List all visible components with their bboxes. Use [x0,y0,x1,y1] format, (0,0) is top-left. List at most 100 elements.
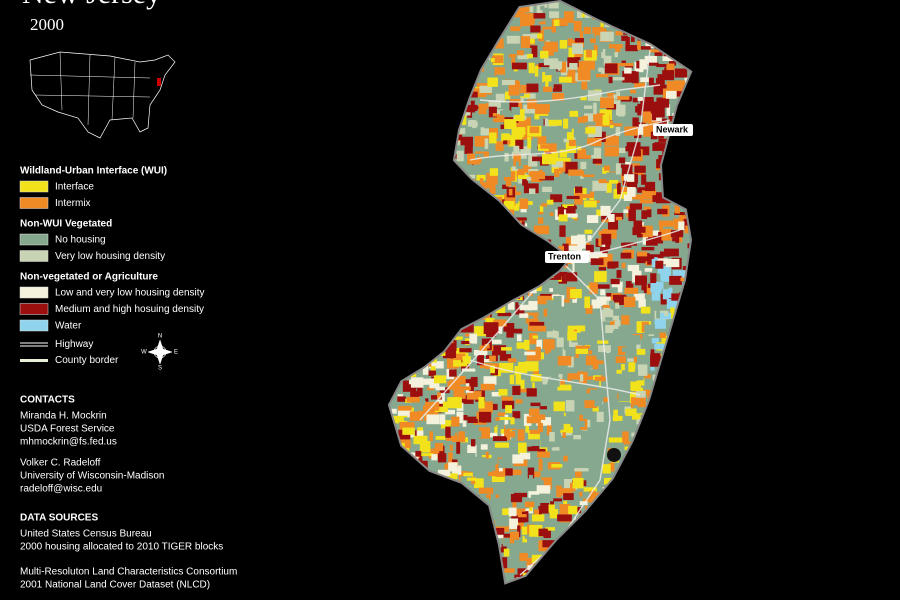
land-patch [435,504,446,510]
land-patch [652,459,657,464]
land-patch [439,498,444,502]
land-patch [650,355,661,367]
land-patch [427,387,435,391]
land-patch [672,237,680,242]
land-patch [422,514,435,520]
land-patch [478,396,485,409]
land-patch [609,419,619,424]
land-patch [596,11,608,19]
land-patch [482,570,489,578]
land-patch [648,49,662,53]
land-patch [589,60,596,71]
land-patch [408,299,416,306]
land-patch [540,502,550,514]
land-patch [438,40,443,46]
land-patch [442,529,457,542]
land-patch [539,175,554,181]
source-line: United States Census Bureau [20,529,152,540]
land-patch [463,583,472,593]
land-patch [659,497,672,508]
land-patch [676,410,690,418]
land-patch [521,526,528,535]
legend-group-title: Non-vegetated or Agriculture [20,272,158,283]
land-patch [544,371,559,381]
land-patch [402,102,409,110]
land-patch [547,15,552,27]
section-title: CONTACTS [20,395,75,406]
land-patch [402,169,416,182]
land-patch [413,524,428,535]
land-patch [635,559,644,564]
land-patch [424,544,431,550]
land-patch [470,308,483,319]
land-patch [558,488,573,496]
land-patch [691,401,701,409]
land-patch [505,431,516,438]
land-patch [553,401,565,412]
land-patch [654,566,664,573]
land-patch [602,114,610,126]
land-patch [407,321,416,326]
land-patch [579,491,583,497]
land-patch [493,16,505,25]
land-patch [605,317,613,321]
land-patch [650,283,662,293]
land-patch [510,494,523,503]
land-patch [675,370,689,377]
land-patch [569,110,579,117]
land-patch [605,325,619,334]
land-patch [405,573,413,579]
land-patch [580,276,592,284]
land-patch [687,155,690,167]
land-patch [526,403,530,412]
land-patch [640,46,651,50]
land-patch [493,259,509,268]
land-patch [404,63,419,74]
land-patch [642,111,652,123]
land-patch [519,542,531,549]
land-patch [661,589,666,596]
land-patch [404,72,414,82]
land-patch [688,180,690,190]
land-patch [607,261,619,268]
land-patch [399,244,407,251]
land-patch [615,216,623,221]
land-patch [418,50,429,62]
land-patch [479,178,484,184]
land-patch [447,293,455,298]
land-patch [576,374,584,382]
land-patch [592,538,602,549]
land-patch [444,556,456,568]
land-patch [441,508,456,519]
land-patch [395,124,406,130]
land-patch [448,52,453,61]
land-patch [476,511,483,522]
land-patch [616,547,629,558]
land-patch [651,257,658,268]
land-patch [390,126,405,133]
land-patch [601,219,609,223]
land-patch [651,292,660,301]
land-patch [433,266,449,277]
land-patch [693,117,697,124]
land-patch [407,560,422,565]
land-patch [584,170,595,175]
land-patch [391,333,404,343]
land-patch [444,78,456,85]
land-patch [404,356,418,368]
land-patch [418,537,424,547]
land-patch [394,554,400,565]
land-patch [658,220,674,227]
land-patch [545,79,549,91]
land-patch [416,45,431,51]
land-patch [603,55,612,66]
land-patch [439,414,446,425]
land-patch [507,301,515,310]
land-patch [464,164,473,176]
land-patch [568,68,576,74]
land-patch [392,105,403,109]
land-patch [578,444,591,452]
land-patch [611,281,623,288]
land-patch [688,159,690,164]
land-patch [504,152,509,162]
